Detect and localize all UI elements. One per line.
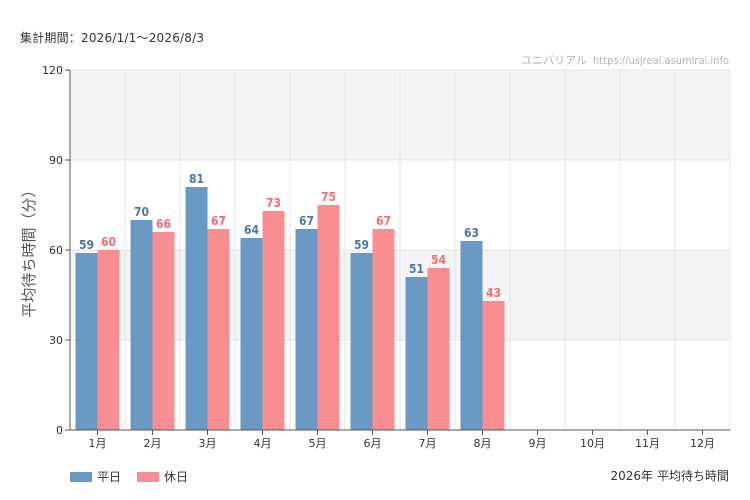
y-tick-label: 30: [49, 334, 63, 347]
data-label-weekday: 59: [354, 238, 369, 252]
y-axis-title: 平均待ち時間（分）: [20, 182, 38, 317]
data-label-holiday: 60: [101, 235, 116, 249]
bar-holiday: [207, 229, 230, 430]
data-label-holiday: 66: [156, 217, 171, 231]
data-label-weekday: 64: [244, 223, 260, 237]
data-label-weekday: 81: [189, 172, 204, 186]
data-label-holiday: 43: [486, 286, 501, 300]
legend-item-holiday[interactable]: 休日: [137, 468, 188, 485]
bar-weekday: [460, 241, 483, 430]
legend-swatch-holiday: [137, 471, 160, 482]
footer-year: 2026年: [610, 469, 653, 483]
bar-weekday: [130, 220, 153, 430]
data-label-weekday: 59: [79, 238, 94, 252]
x-tick-label: 7月: [419, 437, 437, 450]
data-label-weekday: 63: [464, 226, 479, 240]
bar-weekday: [350, 253, 373, 430]
x-tick-label: 3月: [199, 437, 217, 450]
watermark-site-name: ユニバリアル: [521, 54, 587, 67]
bar-weekday: [295, 229, 318, 430]
bar-holiday: [427, 268, 450, 430]
bar-weekday: [405, 277, 428, 430]
bar-holiday: [97, 250, 120, 430]
legend-label-holiday: 休日: [164, 470, 189, 484]
data-label-weekday: 51: [409, 262, 424, 276]
y-tick-label: 120: [42, 64, 63, 77]
y-tick-label: 60: [49, 244, 63, 257]
x-tick-label: 9月: [529, 437, 547, 450]
bar-weekday: [185, 187, 208, 430]
period-label: 集計期間：2026/1/1〜2026/8/3: [20, 31, 205, 45]
x-tick-label: 2月: [144, 437, 162, 450]
data-label-holiday: 67: [211, 214, 226, 228]
data-label-holiday: 75: [321, 190, 336, 204]
data-label-weekday: 67: [299, 214, 314, 228]
x-tick-label: 12月: [690, 437, 715, 450]
legend-label-weekday: 平日: [97, 470, 122, 484]
data-label-holiday: 73: [266, 196, 281, 210]
x-tick-label: 4月: [254, 437, 272, 450]
footer-metric: 平均待ち時間: [656, 469, 729, 483]
bar-weekday: [75, 253, 98, 430]
watermark-url: https://usjreal.asumirai.info: [593, 54, 729, 67]
data-label-holiday: 54: [431, 253, 447, 267]
bar-holiday: [372, 229, 395, 430]
y-tick-label: 90: [49, 154, 63, 167]
y-tick-label: 0: [56, 424, 63, 437]
data-label-weekday: 70: [134, 205, 149, 219]
bar-holiday: [262, 211, 285, 430]
bar-holiday: [317, 205, 340, 430]
legend: 平日 休日: [70, 468, 188, 485]
x-tick-label: 8月: [474, 437, 492, 450]
x-tick-label: 1月: [89, 437, 107, 450]
x-tick-label: 5月: [309, 437, 327, 450]
x-tick-label: 11月: [635, 437, 660, 450]
bar-holiday: [482, 301, 505, 430]
legend-item-weekday[interactable]: 平日: [70, 468, 121, 485]
bar-weekday: [240, 238, 263, 430]
legend-swatch-weekday: [70, 471, 92, 482]
data-label-holiday: 67: [376, 214, 391, 228]
x-tick-label: 10月: [580, 437, 605, 450]
bar-holiday: [152, 232, 175, 430]
x-tick-label: 6月: [364, 437, 382, 450]
footer-label: 2026年 平均待ち時間: [610, 467, 729, 484]
watermark: ユニバリアル https://usjreal.asumirai.info: [521, 52, 729, 68]
